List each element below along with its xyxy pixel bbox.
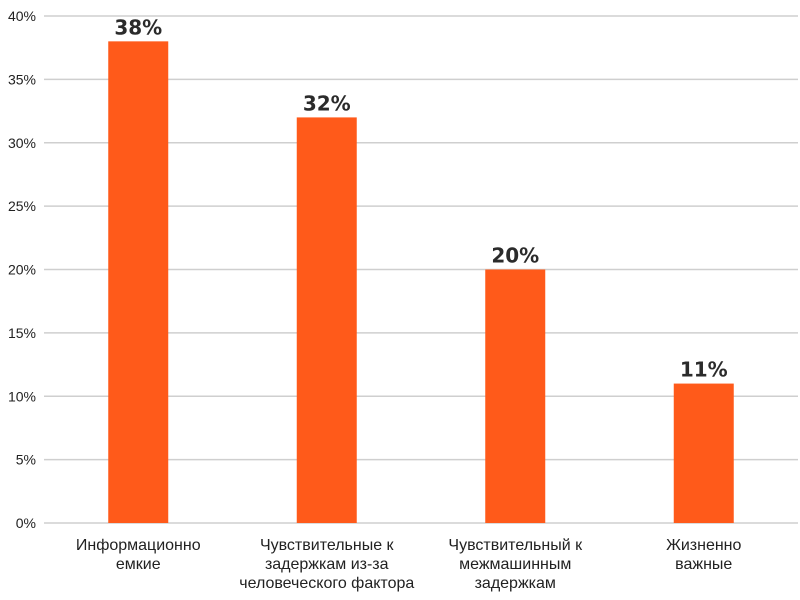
bars xyxy=(108,41,734,524)
x-category-label-line: Чувствительные к xyxy=(260,537,395,554)
data-labels: 38% 32% 20% 11% xyxy=(114,15,727,381)
y-tick-label: 30% xyxy=(8,135,36,151)
gridlines xyxy=(44,15,798,524)
x-category-label-line: Жизненно xyxy=(666,537,741,554)
x-category-label: Жизненно важные xyxy=(666,537,741,573)
x-category-label-line: задержкам из-за xyxy=(265,556,389,573)
x-category-label: Чувствительный к межмашинным задержкам xyxy=(448,537,583,592)
bar xyxy=(673,383,734,523)
x-category-label-line: человеческого фактора xyxy=(239,575,414,592)
x-category-label-line: задержкам xyxy=(475,575,556,592)
data-label: 32% xyxy=(303,91,351,115)
bar xyxy=(485,269,546,523)
bar xyxy=(108,41,169,523)
y-axis-ticks: 0% 5% 10% 15% 20% 25% 30% 35% 40% xyxy=(8,8,36,531)
x-category-label: Информационно емкие xyxy=(76,537,201,573)
y-tick-label: 40% xyxy=(8,8,36,24)
x-category-label-line: межмашинным xyxy=(459,556,571,573)
bar xyxy=(296,117,357,524)
y-tick-label: 5% xyxy=(16,452,36,468)
y-tick-label: 20% xyxy=(8,262,36,278)
x-category-label-line: Информационно xyxy=(76,537,201,554)
category-labels: Информационно емкие Чувствительные к задерж… xyxy=(76,537,742,592)
data-label: 38% xyxy=(114,15,162,39)
x-category-label: Чувствительные к задержкам из-за человечес… xyxy=(239,537,414,592)
data-label: 11% xyxy=(680,358,728,382)
y-tick-label: 10% xyxy=(8,388,36,404)
x-category-label-line: Чувствительный к xyxy=(448,537,583,554)
y-tick-label: 25% xyxy=(8,198,36,214)
y-tick-label: 15% xyxy=(8,325,36,341)
y-tick-label: 0% xyxy=(16,515,36,531)
y-tick-label: 35% xyxy=(8,71,36,87)
x-category-label-line: емкие xyxy=(116,556,161,573)
x-category-label-line: важные xyxy=(675,556,732,573)
data-label: 20% xyxy=(491,244,539,268)
